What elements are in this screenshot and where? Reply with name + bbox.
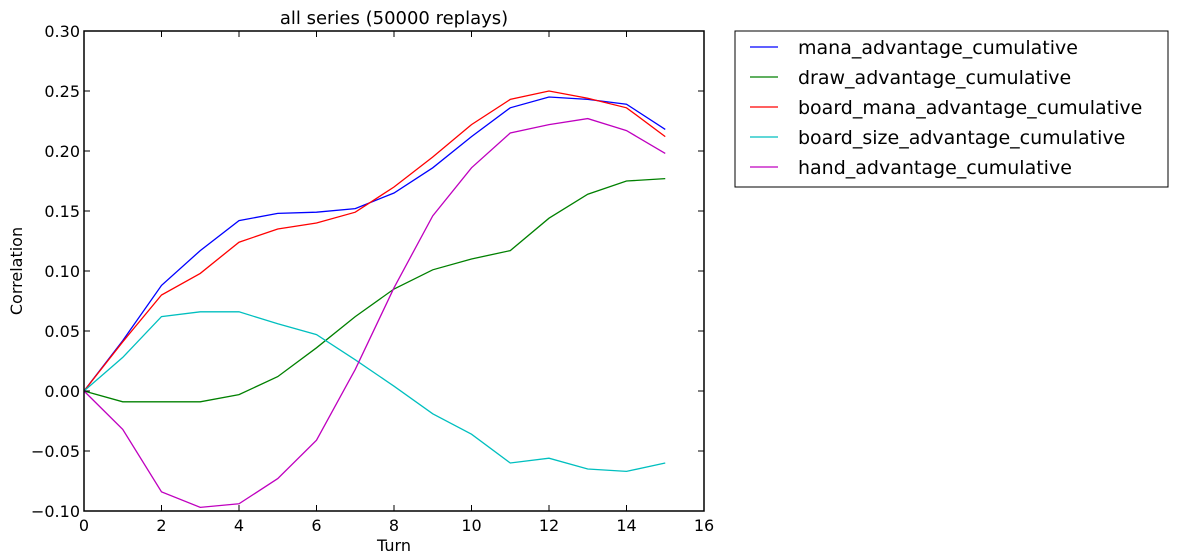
legend-label: draw_advantage_cumulative [798,67,1071,89]
legend-label: board_size_advantage_cumulative [798,127,1125,149]
x-tick-label: 2 [156,516,166,535]
y-tick-label: 0.05 [44,322,80,341]
series-line-board-mana-advantage-cumulative [83,90,666,392]
y-tick-label: 0.10 [44,262,80,281]
x-tick-label: 0 [79,516,89,535]
series-line-draw-advantage-cumulative [83,177,666,403]
y-axis-label: Correlation [7,227,26,315]
legend-frame [734,30,1169,188]
y-tick-label: −0.05 [31,442,80,461]
y-tick-label: −0.10 [31,502,80,521]
series-line-board-size-advantage-cumulative [83,311,666,473]
y-axis: 0.30 0.25 0.20 0.15 0.10 0.05 0.00 −0.05 −0.10 [31,22,704,521]
x-tick-label: 16 [694,516,714,535]
legend: mana_advantage_cumulative draw_advantage_… [734,30,1169,188]
y-tick-label: 0.15 [44,202,80,221]
legend-label: hand_advantage_cumulative [798,157,1072,179]
x-tick-label: 8 [389,516,399,535]
x-tick-label: 14 [616,516,636,535]
series-line-mana-advantage-cumulative [83,96,666,392]
y-tick-label: 0.25 [44,82,80,101]
x-axis-label: Turn [376,536,411,555]
x-tick-label: 4 [234,516,244,535]
legend-label: board_mana_advantage_cumulative [798,97,1142,119]
y-tick-label: 0.20 [44,142,80,161]
series-line-hand-advantage-cumulative [83,117,666,509]
plot-lines [83,90,666,509]
x-axis: 0 2 4 6 8 10 12 14 16 [79,31,714,535]
y-tick-label: 0.30 [44,22,80,41]
x-tick-label: 10 [461,516,481,535]
legend-label: mana_advantage_cumulative [798,37,1078,59]
chart-title: all series (50000 replays) [280,8,508,29]
x-tick-label: 12 [539,516,559,535]
y-tick-label: 0.00 [44,382,80,401]
x-tick-label: 6 [311,516,321,535]
